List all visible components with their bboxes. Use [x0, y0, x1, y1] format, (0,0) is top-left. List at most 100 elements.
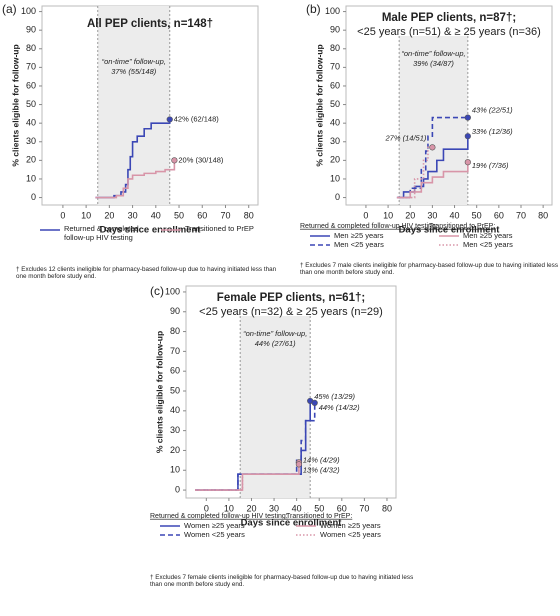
x-tick-label: 10 — [224, 503, 234, 513]
y-tick-label: 40 — [170, 405, 180, 415]
y-tick-label: 20 — [26, 155, 36, 165]
chart-subtitle: <25 years (n=32) & ≥ 25 years (n=29) — [199, 306, 383, 318]
footnote-box: † Excludes 7 female clients ineligible f… — [150, 574, 414, 589]
y-tick-label: 20 — [330, 155, 340, 165]
legend-heading: Transitioned to PrEP: — [286, 513, 352, 520]
y-tick-label: 30 — [330, 136, 340, 146]
window-label: “on-time” follow-up, — [401, 49, 465, 58]
legend-heading: Transitioned to PrEP: — [429, 223, 495, 230]
end-point — [464, 114, 471, 121]
end-point — [464, 133, 471, 140]
y-tick-label: 50 — [330, 99, 340, 109]
y-tick-label: 60 — [26, 80, 36, 90]
end-point — [171, 157, 178, 164]
x-tick-label: 70 — [220, 210, 230, 220]
legend-label-box: Transitioned to PrEP — [185, 225, 254, 233]
y-axis-label: % clients eligible for follow-up — [314, 44, 324, 166]
end-label: 42% (62/148) — [174, 114, 220, 123]
y-tick-label: 60 — [170, 366, 180, 376]
y-tick-label: 40 — [330, 118, 340, 128]
y-tick-label: 60 — [330, 80, 340, 90]
step-line — [396, 162, 469, 199]
y-axis-label: % clients eligible for follow-up — [154, 331, 164, 453]
legend-label-box: Returned & completed follow-up HIV testi… — [64, 225, 139, 242]
y-tick-label: 90 — [170, 306, 180, 316]
x-tick-label: 80 — [382, 503, 392, 513]
x-tick-label: 70 — [359, 503, 369, 513]
legend-heading: Returned & completed follow-up HIV testi… — [300, 223, 438, 230]
y-tick-label: 70 — [26, 62, 36, 72]
end-label: 44% (14/32) — [319, 403, 360, 412]
y-tick-label: 90 — [26, 25, 36, 35]
legend-label: Men <25 years — [463, 240, 513, 249]
y-tick-label: 20 — [170, 445, 180, 455]
y-axis-label: % clients eligible for follow-up — [10, 44, 20, 166]
end-label: 14% (4/29) — [303, 455, 340, 464]
end-label: 43% (22/51) — [472, 106, 513, 115]
window-label: 44% (27/61) — [255, 339, 296, 348]
legend-label: Women ≥25 years — [184, 521, 245, 530]
x-tick-label: 60 — [337, 503, 347, 513]
y-tick-label: 10 — [170, 465, 180, 475]
legend-label: Women <25 years — [320, 530, 381, 539]
x-tick-label: 40 — [292, 503, 302, 513]
end-point — [295, 461, 303, 468]
legend-label: Women ≥25 years — [320, 521, 381, 530]
y-tick-label: 100 — [165, 286, 180, 296]
legend-heading: Returned & completed follow-up HIV testi… — [150, 513, 288, 520]
end-label: 19% (7/36) — [472, 161, 509, 170]
end-point — [166, 116, 173, 123]
footnote: † Excludes 7 female clients ineligible f… — [150, 574, 414, 589]
y-tick-label: 100 — [21, 6, 36, 16]
legend-label: Returned & completed follow-up HIV testi… — [64, 225, 139, 242]
end-label: 45% (13/29) — [314, 392, 355, 401]
x-tick-label: 30 — [269, 503, 279, 513]
x-tick-label: 50 — [314, 503, 324, 513]
y-tick-label: 70 — [170, 346, 180, 356]
end-point — [429, 144, 436, 151]
window-label: 37% (55/148) — [111, 67, 157, 76]
x-tick-label: 40 — [151, 210, 161, 220]
y-tick-label: 70 — [330, 62, 340, 72]
x-tick-label: 40 — [450, 210, 460, 220]
x-tick-label: 0 — [363, 210, 368, 220]
step-line — [195, 464, 300, 491]
step-line — [195, 402, 316, 491]
legend-label: Men <25 years — [334, 240, 384, 249]
x-tick-label: 10 — [383, 210, 393, 220]
y-tick-label: 80 — [330, 43, 340, 53]
x-tick-label: 80 — [538, 210, 548, 220]
x-tick-label: 0 — [60, 210, 65, 220]
x-tick-label: 60 — [494, 210, 504, 220]
footnote: † Excludes 7 male clients ineligible for… — [300, 262, 558, 277]
y-tick-label: 50 — [170, 385, 180, 395]
y-tick-label: 0 — [175, 484, 180, 494]
step-line — [95, 160, 176, 199]
end-point — [464, 159, 471, 166]
footnote-box: † Excludes 12 clients ineligible for pha… — [16, 266, 277, 281]
x-tick-label: 30 — [128, 210, 138, 220]
x-tick-label: 50 — [472, 210, 482, 220]
window-label: 39% (34/87) — [413, 59, 454, 68]
end-label: 27% (14/51) — [385, 133, 427, 142]
panel-label: (a) — [2, 2, 17, 16]
x-tick-label: 20 — [246, 503, 256, 513]
window-label: “on-time” follow-up, — [102, 57, 166, 66]
y-tick-label: 10 — [26, 173, 36, 183]
x-tick-label: 80 — [244, 210, 254, 220]
chart-subtitle: <25 years (n=51) & ≥ 25 years (n=36) — [357, 26, 541, 38]
end-label: 20% (30/148) — [178, 155, 224, 164]
step-line — [396, 116, 468, 199]
x-tick-label: 60 — [197, 210, 207, 220]
y-tick-label: 0 — [31, 192, 36, 202]
step-line — [95, 119, 171, 199]
x-tick-label: 30 — [427, 210, 437, 220]
x-tick-label: 20 — [104, 210, 114, 220]
footnote: † Excludes 12 clients ineligible for pha… — [16, 266, 277, 281]
chart-title: All PEP clients, n=148† — [87, 18, 213, 30]
x-tick-label: 10 — [81, 210, 91, 220]
y-tick-label: 80 — [26, 43, 36, 53]
x-axis-label: Days since enrollment — [241, 518, 343, 529]
